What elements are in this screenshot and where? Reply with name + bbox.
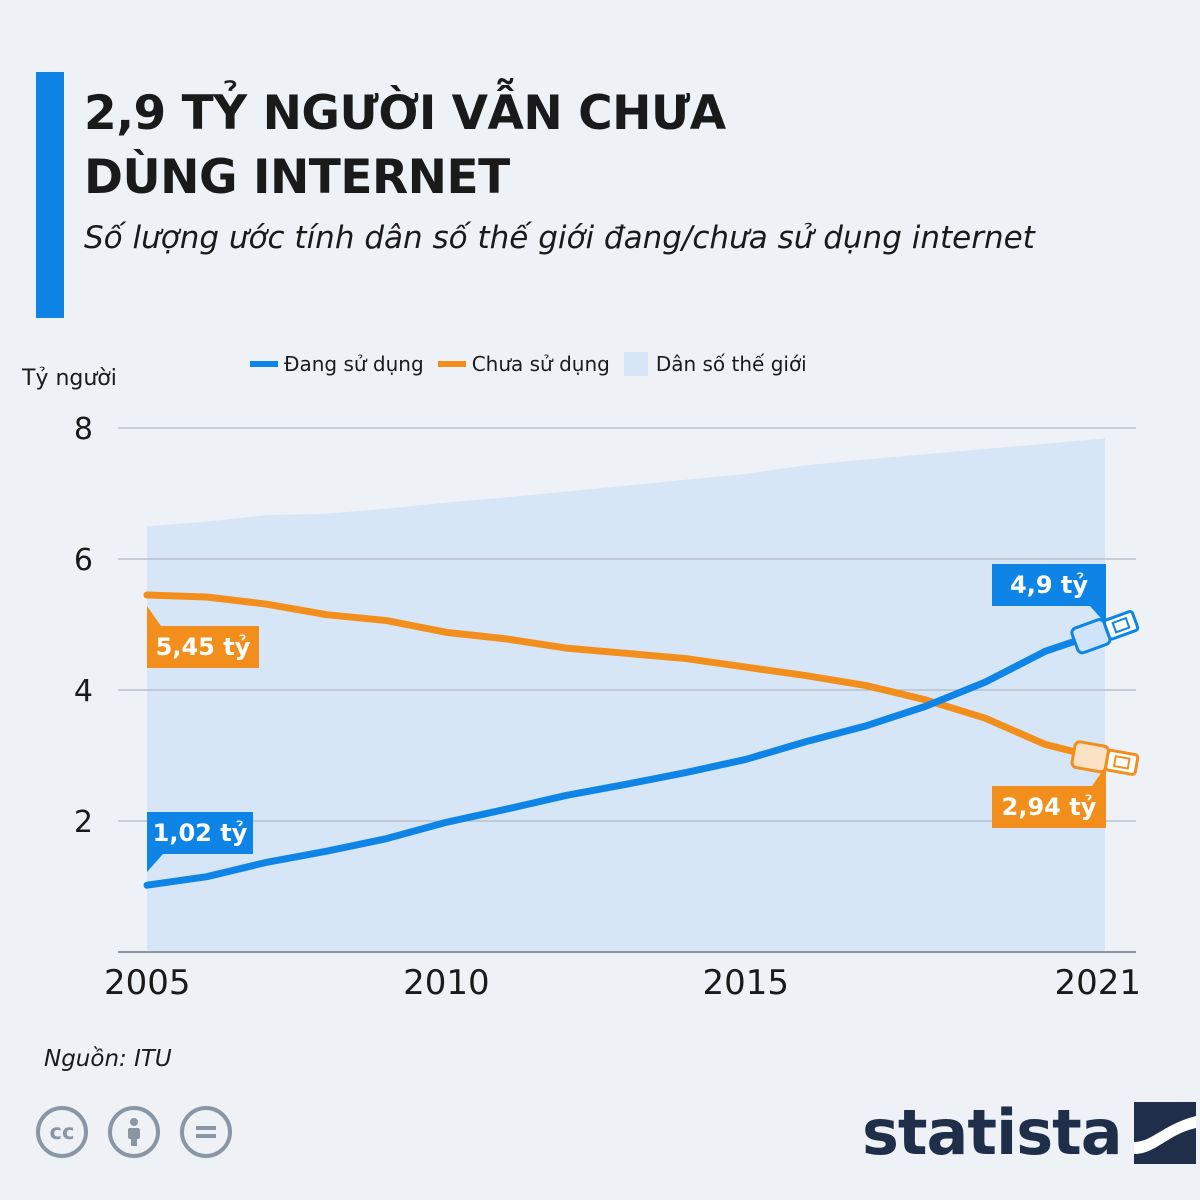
legend-item-using: Đang sử dụng [250, 352, 424, 376]
annotation-pointer-3 [1090, 606, 1106, 624]
annotation-label-1: 5,45 tỷ [156, 633, 251, 661]
cable-plug-icon-not-using [1070, 740, 1140, 776]
annotation-pointer-2 [147, 854, 163, 872]
legend-swatch-using [250, 361, 278, 367]
y-tick-label-4: 4 [74, 674, 93, 709]
line-series-not-using [143, 591, 1109, 763]
legend-label-using: Đang sử dụng [284, 352, 424, 376]
cable-plug-icon-using [1070, 610, 1140, 655]
legend-swatch-population [623, 352, 648, 376]
area-population [147, 438, 1105, 953]
y-tick-label-8: 8 [74, 412, 93, 447]
x-tick-label-2015: 2015 [702, 963, 789, 1003]
y-axis-label: Tỷ người [22, 366, 117, 391]
annotation-box-2 [147, 812, 253, 854]
legend-item-not-using: Chưa sử dụng [437, 352, 610, 376]
annotation-label-2: 1,02 tỷ [153, 819, 248, 847]
legend-swatch-not-using [437, 361, 466, 367]
x-tick-label-2005: 2005 [104, 963, 191, 1003]
noderivs-icon[interactable] [180, 1106, 232, 1158]
statista-logo-icon [1133, 1101, 1196, 1164]
page-subtitle: Số lượng ước tính dân số thế giới đang/c… [84, 220, 1035, 256]
legend-label-population: Dân số thế giới [655, 352, 807, 376]
y-tick-label-6: 6 [74, 543, 93, 578]
annotation-pointer-4 [1092, 766, 1106, 786]
license-icons: cc [36, 1106, 252, 1158]
legend-label-not-using: Chưa sử dụng [471, 352, 610, 376]
x-tick-label-2021: 2021 [1054, 963, 1141, 1003]
annotation-box-4 [992, 786, 1106, 828]
annotation-label-3: 4,9 tỷ [1010, 571, 1088, 599]
y-tick-label-2: 2 [74, 805, 93, 840]
line-series-using [143, 627, 1109, 889]
title-accent-bar [36, 72, 64, 318]
attribution-icon[interactable] [108, 1106, 160, 1158]
annotation-box-3 [992, 564, 1106, 606]
statista-logo[interactable]: statista [862, 1096, 1196, 1169]
annotation-pointer-1 [147, 606, 161, 626]
page-title: 2,9 TỶ NGƯỜI VẪN CHƯA DÙNG INTERNET [84, 82, 1084, 210]
title-line-1: 2,9 TỶ NGƯỜI VẪN CHƯA [84, 86, 726, 141]
line-chart: 2 4 6 8 2005 2010 2015 2021 5,45 tỷ 1,02 tỷ 4,9 tỷ… [74, 412, 1141, 1003]
title-line-2: DÙNG INTERNET [84, 150, 510, 205]
annotation-label-4: 2,94 tỷ [1002, 793, 1097, 821]
legend-item-population: Dân số thế giới [623, 352, 807, 376]
cc-icon[interactable]: cc [36, 1106, 88, 1158]
statista-wordmark: statista [862, 1096, 1123, 1169]
chart-legend: Đang sử dụng Chưa sử dụng Dân số thế giớ… [250, 352, 821, 376]
source-note: Nguồn: ITU [44, 1046, 172, 1072]
annotation-box-1 [147, 626, 259, 668]
x-tick-label-2010: 2010 [403, 963, 490, 1003]
